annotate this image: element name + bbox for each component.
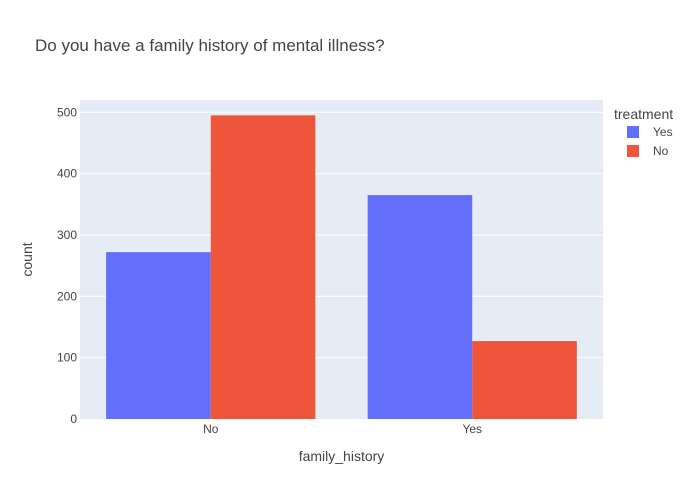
x-tick-label: Yes [462,422,482,436]
bar-yes-no [106,252,211,419]
bar-no-yes [472,341,577,419]
legend-label: No [653,144,669,158]
legend-swatch [627,145,639,157]
y-tick-label: 0 [70,412,77,426]
y-axis-ticks: 0 100 200 300 400 500 [57,105,77,426]
y-tick-label: 400 [57,167,77,181]
x-axis-ticks: No Yes [203,422,482,436]
y-tick-label: 100 [57,351,77,365]
bar-yes-yes [367,195,473,419]
y-tick-label: 200 [57,289,77,303]
bars [106,115,577,419]
legend-title: treatment [614,106,673,122]
y-axis-title: count [19,242,35,276]
legend-label: Yes [653,125,673,139]
legend-swatch [627,126,639,138]
x-tick-label: No [203,422,219,436]
y-tick-label: 300 [57,228,77,242]
legend: treatment Yes No [614,106,673,158]
x-axis-title: family_history [299,448,385,464]
chart-title: Do you have a family history of mental i… [35,36,385,55]
y-tick-label: 500 [57,105,77,119]
bar-no-no [210,115,316,419]
